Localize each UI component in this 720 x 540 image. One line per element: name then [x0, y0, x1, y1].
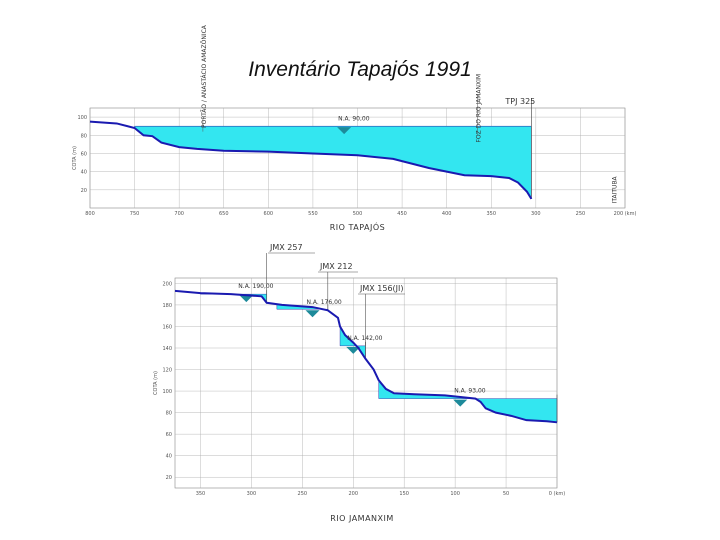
jamanxim-y-label: COTA (m)	[153, 371, 159, 395]
jamanxim-water-level-marker	[346, 346, 361, 354]
tapajos-y-label: COTA (m)	[72, 146, 78, 170]
jamanxim-water-level-marker	[453, 399, 468, 407]
tapajos-x-tick: 600	[264, 211, 274, 217]
jamanxim-y-tick: 100	[162, 389, 172, 395]
tapajos-x-tick: 550	[308, 211, 318, 217]
jamanxim-y-tick: 60	[166, 432, 172, 438]
jamanxim-reservoir-area	[378, 379, 558, 423]
jamanxim-x-tick: 250	[298, 491, 308, 497]
tapajos-annotation-na: N.A. 90,00	[338, 116, 370, 123]
jamanxim-water-level-marker	[239, 295, 254, 303]
tapajos-y-tick: 60	[81, 151, 87, 157]
tapajos-reservoir-area	[134, 125, 532, 200]
jamanxim-x-tick: 300	[247, 491, 257, 497]
tapajos-riverbed-profile	[89, 120, 533, 200]
tapajos-y-tick: 40	[81, 170, 87, 176]
jamanxim-y-tick: 120	[162, 368, 172, 374]
tapajos-x-tick: 700	[174, 211, 184, 217]
jamanxim-annotation-na93: N.A. 93,00	[454, 388, 486, 395]
tapajos-x-tick: 450	[397, 211, 407, 217]
jamanxim-y-tick: 180	[162, 303, 172, 309]
tapajos-annotation-itaituba: ITAITUBA	[612, 175, 619, 203]
jamanxim-x-label: RIO JAMANXIM	[330, 514, 394, 523]
jamanxim-annotation-na190: N.A. 190,00	[238, 283, 273, 290]
jamanxim-y-tick: 20	[166, 475, 172, 481]
page-title: Inventário Tapajós 1991	[248, 58, 472, 81]
jamanxim-y-tick: 200	[162, 281, 172, 287]
tapajos-x-tick: 250	[576, 211, 586, 217]
jamanxim-frame	[174, 277, 558, 489]
tapajos-y-tick: 100	[77, 115, 87, 121]
tapajos-x-tick: 500	[353, 211, 363, 217]
jamanxim-annotation-na142: N.A. 142,00	[347, 335, 382, 342]
jamanxim-annotation-jmx156: JMX 156(JI)	[359, 284, 404, 293]
jamanxim-x-tick: 200	[348, 491, 358, 497]
tapajos-x-tick: 750	[130, 211, 140, 217]
tapajos-annotation-tpj: TPJ 325	[504, 97, 535, 106]
tapajos-x-label: RIO TAPAJÓS	[330, 221, 386, 232]
jamanxim-water-level-marker	[305, 310, 320, 318]
jamanxim-y-tick: 40	[166, 454, 172, 460]
tapajos-x-tick: 200 (km)	[614, 211, 637, 217]
tapajos-x-tick: 350	[486, 211, 496, 217]
jamanxim-x-tick: 100	[450, 491, 460, 497]
tapajos-x-tick: 400	[442, 211, 452, 217]
tapajos-y-tick: 20	[81, 188, 87, 194]
tapajos-annotation-portao: PORTÃO / ANASTÁCIO AMAZÔNICA	[201, 24, 208, 128]
jamanxim-y-tick: 160	[162, 324, 172, 330]
tapajos-y-tick: 80	[81, 133, 87, 139]
jamanxim-x-tick: 150	[399, 491, 409, 497]
jamanxim-annotation-jmx212: JMX 212	[319, 262, 353, 271]
tapajos-annotation-foz: FOZ DO RIO JAMANXIM	[476, 74, 483, 143]
jamanxim-annotation-na176: N.A. 176,00	[307, 299, 342, 306]
jamanxim-riverbed-profile	[174, 289, 558, 424]
tapajos-x-tick: 800	[85, 211, 95, 217]
jamanxim-annotation-jmx257: JMX 257	[269, 243, 303, 252]
tapajos-x-tick: 300	[531, 211, 541, 217]
jamanxim-y-tick: 80	[166, 411, 172, 417]
jamanxim-x-tick: 50	[503, 491, 509, 497]
tapajos-water-level-marker	[337, 127, 352, 135]
jamanxim-y-tick: 140	[162, 346, 172, 352]
tapajos-x-tick: 650	[219, 211, 229, 217]
jamanxim-x-tick: 350	[196, 491, 206, 497]
jamanxim-x-tick: 0 (km)	[549, 491, 565, 497]
